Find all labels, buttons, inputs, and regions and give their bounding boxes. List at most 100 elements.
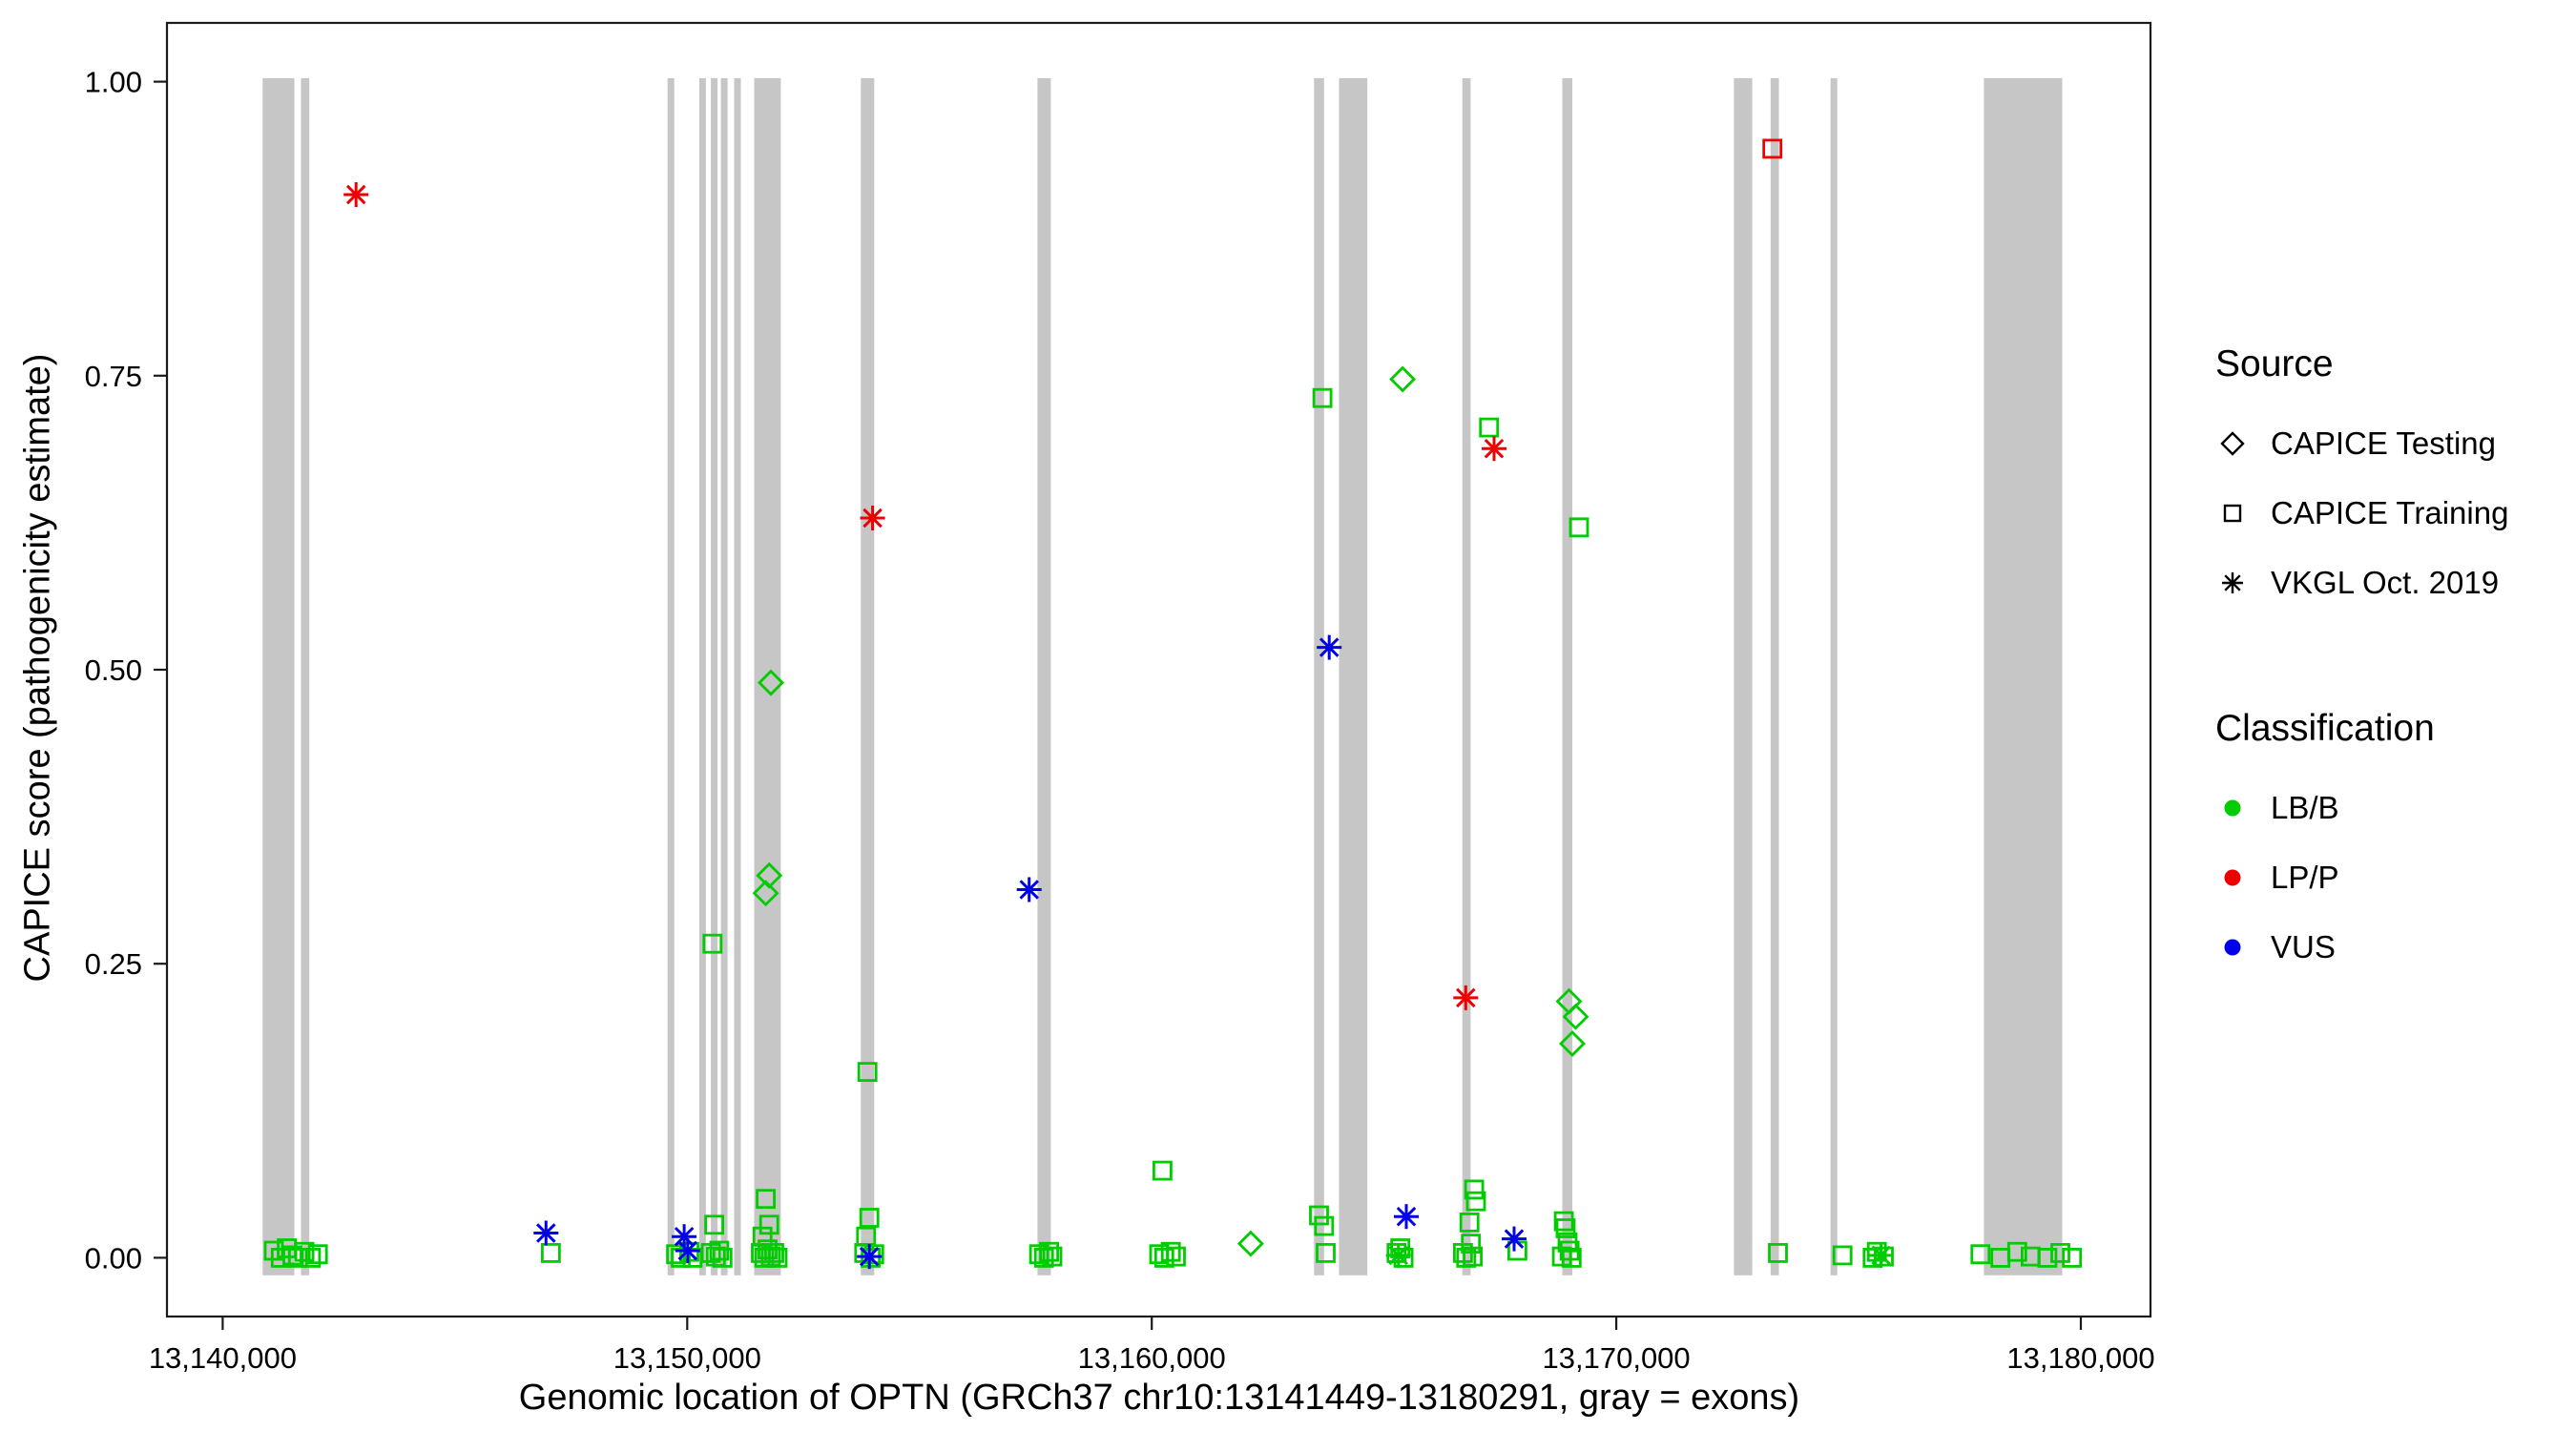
legend-item-vkgl: VKGL Oct. 2019 bbox=[2215, 548, 2508, 617]
data-point-square bbox=[301, 1248, 322, 1268]
exon-bar bbox=[1734, 77, 1753, 1275]
y-tick-label: 0.75 bbox=[85, 360, 142, 393]
data-point-square bbox=[1316, 1243, 1336, 1263]
data-point-square bbox=[1551, 1246, 1572, 1267]
data-point-square bbox=[704, 1214, 724, 1235]
data-point-square bbox=[2006, 1241, 2027, 1262]
x-tick-label: 13,160,000 bbox=[1078, 1341, 1226, 1375]
diamond-icon bbox=[2220, 430, 2245, 456]
legend-label-vus: VUS bbox=[2271, 928, 2336, 964]
square-icon bbox=[2223, 504, 2242, 522]
data-point-asterisk bbox=[1394, 1204, 1419, 1230]
y-tick-label: 0.25 bbox=[85, 947, 142, 981]
data-point-square bbox=[1028, 1244, 1049, 1265]
data-point-asterisk bbox=[1453, 985, 1479, 1010]
data-point-square bbox=[1463, 1246, 1483, 1267]
legend: Source CAPICE Testing CAPICE Training bbox=[2215, 343, 2508, 982]
data-point-square bbox=[2050, 1243, 2070, 1263]
legend-label-vkgl: VKGL Oct. 2019 bbox=[2271, 564, 2500, 600]
data-point-square bbox=[1153, 1160, 1173, 1181]
data-point-square bbox=[764, 1243, 784, 1263]
legend-label-lpp: LP/P bbox=[2271, 859, 2339, 895]
x-tick-label: 13,150,000 bbox=[613, 1341, 761, 1375]
data-point-asterisk bbox=[1502, 1226, 1527, 1252]
exon-bar bbox=[1562, 77, 1572, 1275]
y-axis-title: CAPICE score (pathogenicity estimate) bbox=[17, 353, 58, 983]
data-point-diamond bbox=[1389, 365, 1417, 393]
data-point-asterisk bbox=[672, 1224, 697, 1250]
data-point-diamond bbox=[1559, 1030, 1586, 1057]
data-point-square bbox=[758, 1214, 779, 1235]
exon-bar bbox=[1830, 77, 1838, 1275]
data-point-square bbox=[1832, 1245, 1853, 1266]
data-point-square bbox=[263, 1240, 284, 1261]
blue-dot-icon bbox=[2224, 939, 2241, 955]
legend-item-lpp: LP/P bbox=[2215, 842, 2508, 912]
exon-bar bbox=[1462, 77, 1471, 1275]
data-point-square bbox=[287, 1248, 308, 1268]
legend-label-capice-testing: CAPICE Testing bbox=[2271, 425, 2496, 461]
data-point-asterisk bbox=[1385, 1242, 1411, 1268]
data-point-square bbox=[1312, 387, 1333, 408]
data-point-diamond bbox=[752, 880, 779, 907]
exon-bar bbox=[1339, 77, 1368, 1275]
data-point-asterisk bbox=[533, 1220, 559, 1246]
y-tick-label: 0.50 bbox=[85, 653, 142, 687]
exon-bar bbox=[301, 77, 310, 1275]
data-point-square bbox=[702, 933, 723, 954]
legend-item-capice-training: CAPICE Training bbox=[2215, 478, 2508, 548]
legend-group-source: Source CAPICE Testing CAPICE Training bbox=[2215, 343, 2508, 617]
data-point-asterisk bbox=[1016, 877, 1042, 902]
data-point-asterisk bbox=[343, 182, 369, 207]
data-point-square bbox=[1166, 1246, 1186, 1267]
data-point-square bbox=[767, 1248, 788, 1268]
data-point-square bbox=[1465, 1191, 1486, 1212]
data-point-square bbox=[1042, 1246, 1063, 1267]
x-tick-label: 13,170,000 bbox=[1543, 1341, 1691, 1375]
legend-label-lbb: LB/B bbox=[2271, 789, 2339, 825]
y-tick-label: 1.00 bbox=[85, 66, 142, 99]
data-point-square bbox=[857, 1062, 878, 1082]
data-point-square bbox=[2062, 1248, 2083, 1268]
data-point-square bbox=[1386, 1243, 1407, 1263]
data-point-square bbox=[1464, 1179, 1485, 1200]
data-point-square bbox=[712, 1248, 733, 1268]
data-point-diamond bbox=[758, 669, 784, 696]
data-point-diamond bbox=[756, 861, 783, 889]
exon-bar bbox=[667, 77, 675, 1275]
data-point-asterisk bbox=[1868, 1242, 1894, 1268]
data-point-square bbox=[1039, 1241, 1059, 1262]
exon-bar bbox=[1314, 77, 1324, 1275]
legend-group-classification: Classification LB/B LP/P VUS bbox=[2215, 708, 2508, 982]
x-axis-title: Genomic location of OPTN (GRCh37 chr10:1… bbox=[518, 1378, 1800, 1418]
data-point-diamond bbox=[1236, 1230, 1264, 1257]
panel-border bbox=[165, 21, 2152, 1318]
x-tick-label: 13,140,000 bbox=[149, 1341, 297, 1375]
data-point-square bbox=[307, 1244, 328, 1265]
y-tick-label: 0.00 bbox=[85, 1241, 142, 1275]
exon-bar bbox=[1770, 77, 1779, 1275]
legend-item-lbb: LB/B bbox=[2215, 773, 2508, 842]
legend-item-vus: VUS bbox=[2215, 912, 2508, 982]
data-point-square bbox=[1160, 1241, 1181, 1262]
data-point-square bbox=[709, 1240, 730, 1261]
exon-bar bbox=[720, 77, 728, 1275]
exon-bar bbox=[262, 77, 295, 1275]
data-point-square bbox=[1459, 1213, 1480, 1233]
exon-bar bbox=[861, 77, 875, 1275]
data-point-square bbox=[859, 1208, 880, 1228]
data-point-asterisk bbox=[1317, 634, 1342, 660]
green-dot-icon bbox=[2224, 799, 2241, 816]
x-tick-label: 13,180,000 bbox=[2006, 1341, 2154, 1375]
legend-classification-title: Classification bbox=[2215, 708, 2435, 749]
data-point-square bbox=[1762, 138, 1783, 159]
asterisk-icon bbox=[2222, 571, 2243, 593]
legend-source-title: Source bbox=[2215, 343, 2334, 384]
data-point-square bbox=[1568, 517, 1589, 538]
data-point-asterisk bbox=[675, 1238, 700, 1263]
red-dot-icon bbox=[2224, 869, 2241, 885]
data-point-asterisk bbox=[1482, 436, 1506, 462]
data-point-square bbox=[1309, 1205, 1329, 1226]
